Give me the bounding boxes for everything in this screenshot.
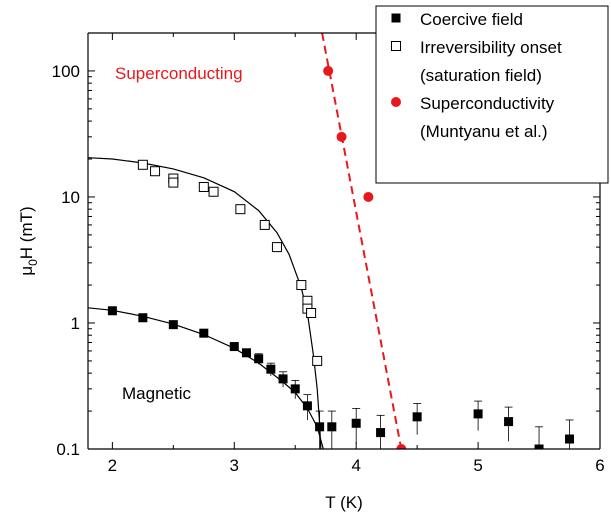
- data-point-filled-square: [138, 313, 148, 323]
- fit-curve-0: [88, 157, 322, 449]
- data-point-filled-square: [351, 418, 361, 428]
- y-axis-label: μ0H (mT): [17, 206, 40, 275]
- x-axis-label: T (K): [325, 493, 362, 512]
- magnetic-label: Magnetic: [122, 384, 191, 403]
- y-tick-label: 10: [61, 188, 80, 207]
- data-point-filled-square: [241, 348, 251, 358]
- data-point-open-square: [137, 159, 148, 170]
- data-point-filled-square: [290, 384, 300, 394]
- data-point-filled-square: [565, 434, 575, 444]
- data-point-filled-circle: [336, 131, 347, 142]
- x-tick-label: 4: [351, 456, 360, 475]
- y-label-mu: μ: [17, 266, 36, 276]
- y-tick-label: 100: [52, 62, 80, 81]
- data-point-open-square: [259, 219, 270, 230]
- data-point-filled-square: [376, 428, 386, 438]
- data-point-filled-square: [504, 417, 514, 427]
- legend-box: [375, 5, 609, 184]
- data-point-filled-square: [168, 320, 178, 330]
- legend-marker-open-square: [391, 41, 401, 51]
- legend-entry-text: (Muntyanu et al.): [420, 122, 548, 141]
- legend-entry-text: Superconductivity: [420, 94, 555, 113]
- data-point-filled-square: [254, 354, 264, 364]
- data-point-open-square: [168, 177, 179, 188]
- data-point-open-square: [208, 186, 219, 197]
- y-tick-label: 0.1: [56, 440, 80, 459]
- data-point-open-square: [296, 280, 307, 291]
- data-point-open-square: [235, 204, 246, 215]
- x-tick-label: 2: [108, 456, 117, 475]
- legend-entry-text: (saturation field): [420, 66, 542, 85]
- legend: Coercive field Irreversibility onset (satu…: [375, 5, 609, 184]
- data-point-open-square: [198, 181, 209, 192]
- plot-area: [88, 33, 575, 449]
- data-point-filled-square: [473, 409, 483, 419]
- axes: 2 3 4 5 6 0.1 1 10 100 T (K) μ0H (mT) Superconducti…: [17, 32, 605, 512]
- superconducting-label: Superconducting: [115, 64, 243, 83]
- legend-entry-text: Coercive field: [420, 10, 523, 29]
- legend-marker-filled-circle: [391, 97, 401, 107]
- data-point-filled-square: [278, 374, 288, 384]
- x-tick-label: 5: [473, 456, 482, 475]
- y-label-rest: H (mT): [17, 206, 36, 259]
- data-point-open-square: [271, 242, 282, 253]
- y-label-sub: 0: [26, 259, 40, 266]
- data-point-filled-square: [107, 306, 117, 316]
- data-point-filled-square: [266, 364, 276, 374]
- x-tick-label: 3: [230, 456, 239, 475]
- legend-entry-text: Irreversibility onset: [420, 38, 562, 57]
- data-point-filled-square: [302, 401, 312, 411]
- data-point-filled-square: [327, 422, 337, 432]
- data-point-filled-circle: [363, 191, 374, 202]
- data-point-filled-square: [315, 422, 325, 432]
- y-tick-label: 1: [71, 314, 80, 333]
- legend-marker-filled-square: [391, 13, 401, 23]
- data-point-filled-square: [229, 342, 239, 352]
- data-point-filled-square: [412, 412, 422, 422]
- x-tick-label: 6: [595, 456, 604, 475]
- data-point-filled-circle: [323, 65, 334, 76]
- data-point-filled-circle: [396, 444, 407, 449]
- data-point-open-square: [150, 166, 161, 177]
- data-point-filled-square: [199, 328, 209, 338]
- data-point-open-square: [312, 355, 323, 366]
- superconductivity-dashed-line: [321, 33, 403, 449]
- data-point-open-square: [306, 308, 317, 319]
